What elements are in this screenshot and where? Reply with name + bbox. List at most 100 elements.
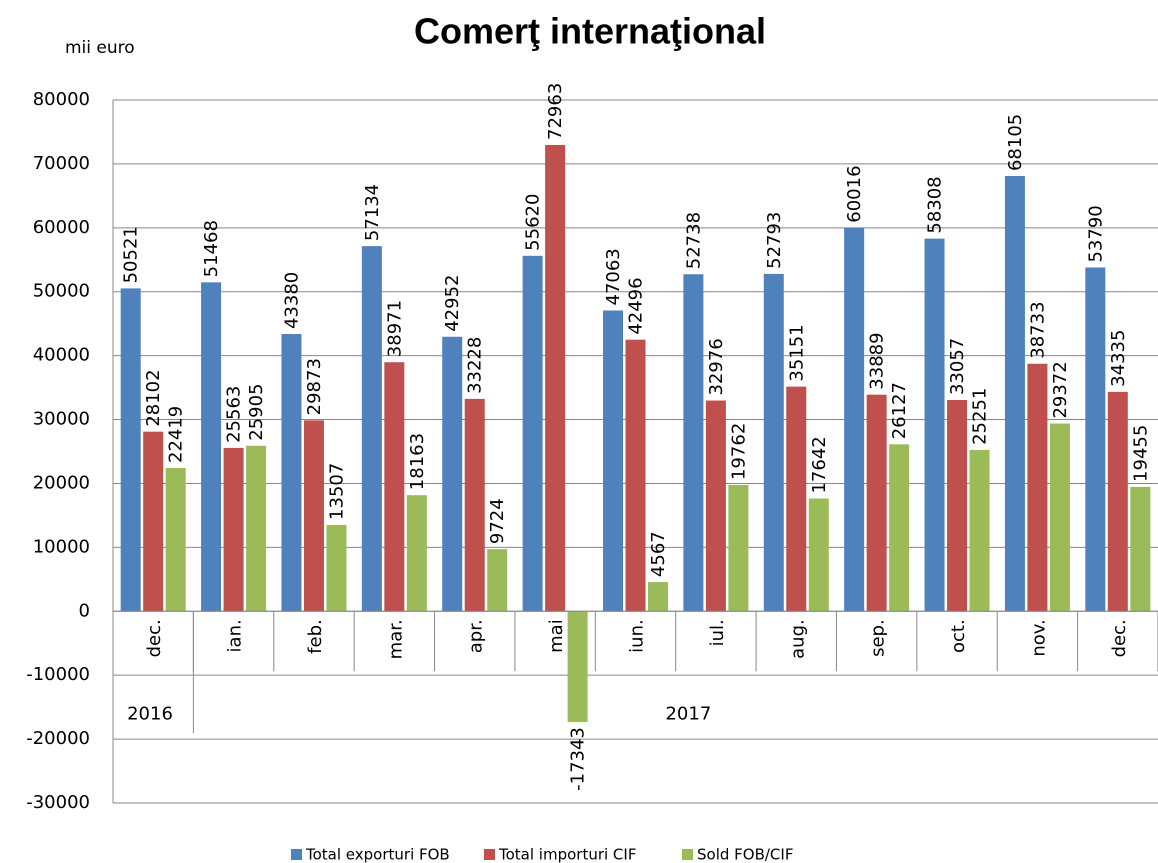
x-tick-label: mai <box>546 619 567 653</box>
x-tick-label: iul. <box>707 619 728 646</box>
data-label: 17642 <box>809 436 830 493</box>
bar <box>889 444 910 612</box>
data-label: 52738 <box>683 212 704 269</box>
bar <box>201 282 222 612</box>
data-label: 26127 <box>889 382 910 439</box>
data-label: 35151 <box>786 324 807 381</box>
bar <box>924 238 945 612</box>
bar <box>866 394 887 612</box>
bar <box>567 611 588 723</box>
y-tick-label: 70000 <box>33 153 90 174</box>
data-label: 72963 <box>545 83 566 140</box>
data-label: 25251 <box>970 388 991 445</box>
x-tick-label: aug. <box>787 619 808 659</box>
legend-label: Sold FOB/CIF <box>697 846 793 863</box>
data-label: 33228 <box>465 337 486 394</box>
group-label: 2016 <box>127 703 173 724</box>
data-label: 42952 <box>442 275 463 332</box>
bar <box>223 447 244 612</box>
bar <box>326 524 347 612</box>
data-label: 34335 <box>1108 330 1129 387</box>
data-label: 53790 <box>1085 205 1106 262</box>
data-label: 22419 <box>166 406 187 463</box>
y-tick-label: -20000 <box>26 728 90 749</box>
y-tick-label: 80000 <box>33 89 90 110</box>
data-label: 55620 <box>523 194 544 251</box>
bar <box>763 273 784 612</box>
legend-swatch <box>682 849 693 860</box>
bar <box>705 400 726 612</box>
bar <box>808 498 829 612</box>
data-label: 38733 <box>1027 301 1048 358</box>
data-label: 25563 <box>224 386 245 443</box>
bar <box>384 362 405 612</box>
chart-title: Comerţ internaţional <box>414 11 766 52</box>
y-tick-label: -10000 <box>26 664 90 685</box>
data-label: 68105 <box>1005 114 1026 171</box>
y-tick-label: 0 <box>79 600 90 621</box>
y-tick-label: 20000 <box>33 472 90 493</box>
group-label: 2017 <box>665 703 711 724</box>
bar <box>487 549 508 612</box>
data-label: 33889 <box>867 332 888 389</box>
x-tick-label: sep. <box>868 619 889 657</box>
data-label: 18163 <box>407 433 428 490</box>
data-label: 4567 <box>648 531 669 577</box>
bar <box>442 336 463 612</box>
bar <box>648 582 668 612</box>
data-label: 52793 <box>764 212 785 269</box>
bar <box>464 398 485 612</box>
data-label: 50521 <box>121 226 142 283</box>
data-label: 28102 <box>143 369 164 426</box>
bar <box>786 386 807 612</box>
legend-label: Total importuri CIF <box>498 846 636 863</box>
x-tick-label: mar. <box>385 619 406 659</box>
data-label: 47063 <box>603 248 624 305</box>
bar <box>1130 486 1151 612</box>
x-tick-label: dec. <box>1109 619 1130 657</box>
data-label: 9724 <box>487 498 508 544</box>
bar <box>1027 363 1048 612</box>
x-tick-label: dec. <box>144 619 165 657</box>
y-tick-label: 10000 <box>33 536 90 557</box>
bar <box>728 484 749 612</box>
data-label: 25905 <box>246 383 267 440</box>
bar <box>603 310 623 612</box>
bar <box>406 495 427 612</box>
data-label: 19762 <box>728 423 749 480</box>
bar <box>1049 423 1070 612</box>
bar <box>1004 176 1025 612</box>
bar <box>625 339 646 612</box>
data-label: 43380 <box>281 272 302 329</box>
y-tick-label: 50000 <box>33 281 90 302</box>
legend-label: Total exporturi FOB <box>305 846 450 863</box>
bar <box>120 288 141 612</box>
data-label: 57134 <box>362 184 383 241</box>
y-tick-label: -30000 <box>26 792 90 813</box>
data-label: 38971 <box>384 300 405 357</box>
bar <box>281 334 302 612</box>
data-label: 29873 <box>304 358 325 415</box>
bar <box>165 467 186 612</box>
bar <box>143 431 164 612</box>
y-tick-label: 60000 <box>33 217 90 238</box>
x-tick-label: ian. <box>225 619 246 652</box>
data-label: 32976 <box>706 338 727 395</box>
bar <box>1107 391 1128 612</box>
data-label: 33057 <box>947 338 968 395</box>
bar <box>246 445 267 612</box>
legend-swatch <box>291 849 302 860</box>
unit-label: mii euro <box>65 38 135 58</box>
bar <box>969 449 990 612</box>
x-tick-label: feb. <box>305 619 326 654</box>
data-label: 42496 <box>626 277 647 334</box>
y-tick-label: 30000 <box>33 409 90 430</box>
data-label: 19455 <box>1130 425 1151 482</box>
x-tick-label: apr. <box>466 619 487 653</box>
bar <box>683 274 704 612</box>
bar <box>361 246 382 612</box>
data-label: 29372 <box>1050 361 1071 418</box>
data-label: 13507 <box>326 463 347 520</box>
data-label: -17343 <box>568 727 589 791</box>
